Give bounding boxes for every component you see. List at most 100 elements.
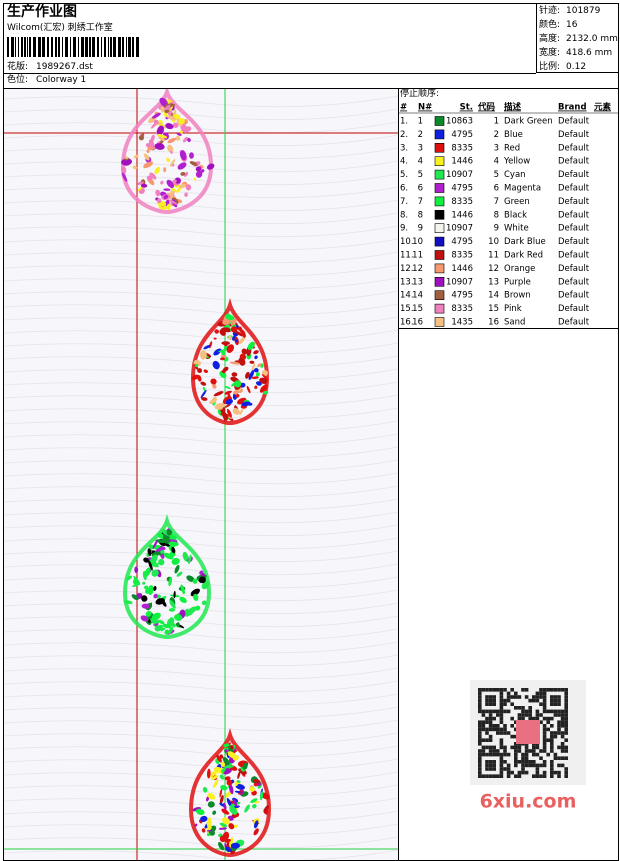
qr-module bbox=[492, 698, 496, 703]
stitches: 4795 bbox=[451, 291, 473, 301]
qr-module bbox=[478, 724, 482, 728]
qr-module bbox=[503, 752, 507, 757]
watermark: 6xiu.com bbox=[480, 791, 577, 811]
stitch-cluster bbox=[254, 385, 258, 390]
fabric-texture bbox=[4, 433, 398, 446]
fabric-texture bbox=[4, 511, 398, 524]
qr-module bbox=[557, 702, 561, 706]
qr-module bbox=[560, 763, 565, 768]
qr-module bbox=[503, 749, 507, 753]
stitch-cluster bbox=[146, 149, 150, 154]
qr-module bbox=[564, 724, 568, 728]
stitch-cluster bbox=[153, 119, 159, 125]
barcode-bar bbox=[42, 37, 45, 57]
qr-module bbox=[553, 752, 558, 757]
qr-module bbox=[481, 724, 486, 728]
stitch-cluster bbox=[231, 326, 238, 333]
color-name: Yellow bbox=[503, 157, 530, 167]
code: 14 bbox=[488, 291, 499, 301]
code: 12 bbox=[488, 264, 499, 274]
qr-module bbox=[564, 702, 568, 706]
fabric-texture bbox=[4, 316, 398, 329]
qr-module bbox=[560, 720, 565, 724]
barcode-bar bbox=[118, 37, 121, 57]
stitch-cluster bbox=[152, 539, 158, 549]
fabric-texture bbox=[4, 849, 398, 860]
qr-module bbox=[503, 727, 507, 732]
barcode-bar bbox=[113, 37, 116, 57]
stitch-cluster bbox=[201, 828, 206, 833]
fabric-texture bbox=[4, 355, 398, 368]
stitch-cluster bbox=[132, 165, 138, 170]
qr-module bbox=[478, 698, 482, 703]
info-value: 0.12 bbox=[566, 62, 587, 72]
column-header: # bbox=[400, 103, 407, 113]
stitch-cluster bbox=[236, 780, 241, 783]
stitch-cluster bbox=[151, 112, 161, 119]
stop-index: 5. bbox=[400, 170, 408, 180]
column-header: 元素 bbox=[594, 102, 612, 113]
stitch-cluster bbox=[173, 113, 179, 119]
stitch-cluster bbox=[178, 118, 185, 125]
code: 6 bbox=[494, 184, 499, 194]
needle: 14 bbox=[412, 291, 423, 301]
qr-module bbox=[560, 734, 565, 739]
stitch-cluster bbox=[160, 546, 166, 550]
embroidery-motif bbox=[190, 298, 270, 426]
qr-module bbox=[550, 767, 554, 771]
stitch-cluster bbox=[147, 548, 152, 557]
qr-module bbox=[492, 749, 496, 753]
barcode-bar bbox=[15, 37, 16, 57]
stitch-cluster bbox=[220, 784, 228, 791]
stitch-cluster bbox=[254, 355, 258, 360]
qr-module bbox=[488, 702, 493, 706]
stitch-cluster bbox=[172, 122, 179, 128]
qr-module bbox=[481, 752, 486, 757]
info-label: 宽度: bbox=[539, 48, 561, 58]
needle: 4 bbox=[418, 157, 423, 167]
stitch-cluster bbox=[249, 360, 255, 364]
stitch-cluster bbox=[251, 376, 259, 380]
qr-module bbox=[553, 770, 558, 775]
qr-module bbox=[514, 727, 518, 732]
qr-module bbox=[499, 702, 504, 706]
stop-index: 16. bbox=[400, 318, 414, 328]
qr-module bbox=[503, 724, 507, 728]
qr-module bbox=[542, 706, 547, 710]
fabric-texture bbox=[4, 797, 398, 810]
color-swatch bbox=[434, 223, 445, 233]
barcode-bar bbox=[92, 37, 95, 57]
color-name: Blue bbox=[504, 130, 523, 140]
qr-module bbox=[488, 724, 493, 728]
color-name: Dark Red bbox=[504, 251, 543, 261]
stitch-cluster bbox=[174, 564, 180, 574]
barcode-bar bbox=[18, 37, 19, 57]
stitch-cluster bbox=[200, 169, 205, 173]
stitch-cluster bbox=[242, 762, 248, 770]
stitches: 1446 bbox=[451, 210, 473, 220]
stop-index: 10. bbox=[400, 237, 414, 247]
brand: Default bbox=[558, 237, 590, 247]
stitch-cluster bbox=[239, 408, 244, 416]
qr-module bbox=[506, 752, 511, 757]
qr-module bbox=[514, 749, 518, 753]
fabric-texture bbox=[4, 420, 398, 433]
stitches: 4795 bbox=[451, 130, 473, 140]
design-background bbox=[4, 89, 398, 860]
stitch-cluster bbox=[222, 757, 230, 766]
qr-module bbox=[557, 727, 561, 732]
color-name: Sand bbox=[504, 318, 525, 328]
stop-index: 4. bbox=[400, 157, 408, 167]
qr-module bbox=[557, 688, 561, 692]
qr-module bbox=[478, 720, 482, 724]
qr-module bbox=[532, 763, 536, 768]
barcode-bar bbox=[11, 37, 14, 57]
stitch-cluster bbox=[195, 166, 202, 172]
fabric-texture bbox=[4, 277, 398, 290]
qr-module bbox=[510, 695, 514, 699]
qr-module bbox=[499, 738, 504, 742]
qr-module bbox=[528, 698, 532, 703]
qr-module bbox=[496, 713, 500, 717]
stitch-cluster bbox=[235, 393, 240, 398]
stitch-cluster bbox=[133, 154, 139, 159]
